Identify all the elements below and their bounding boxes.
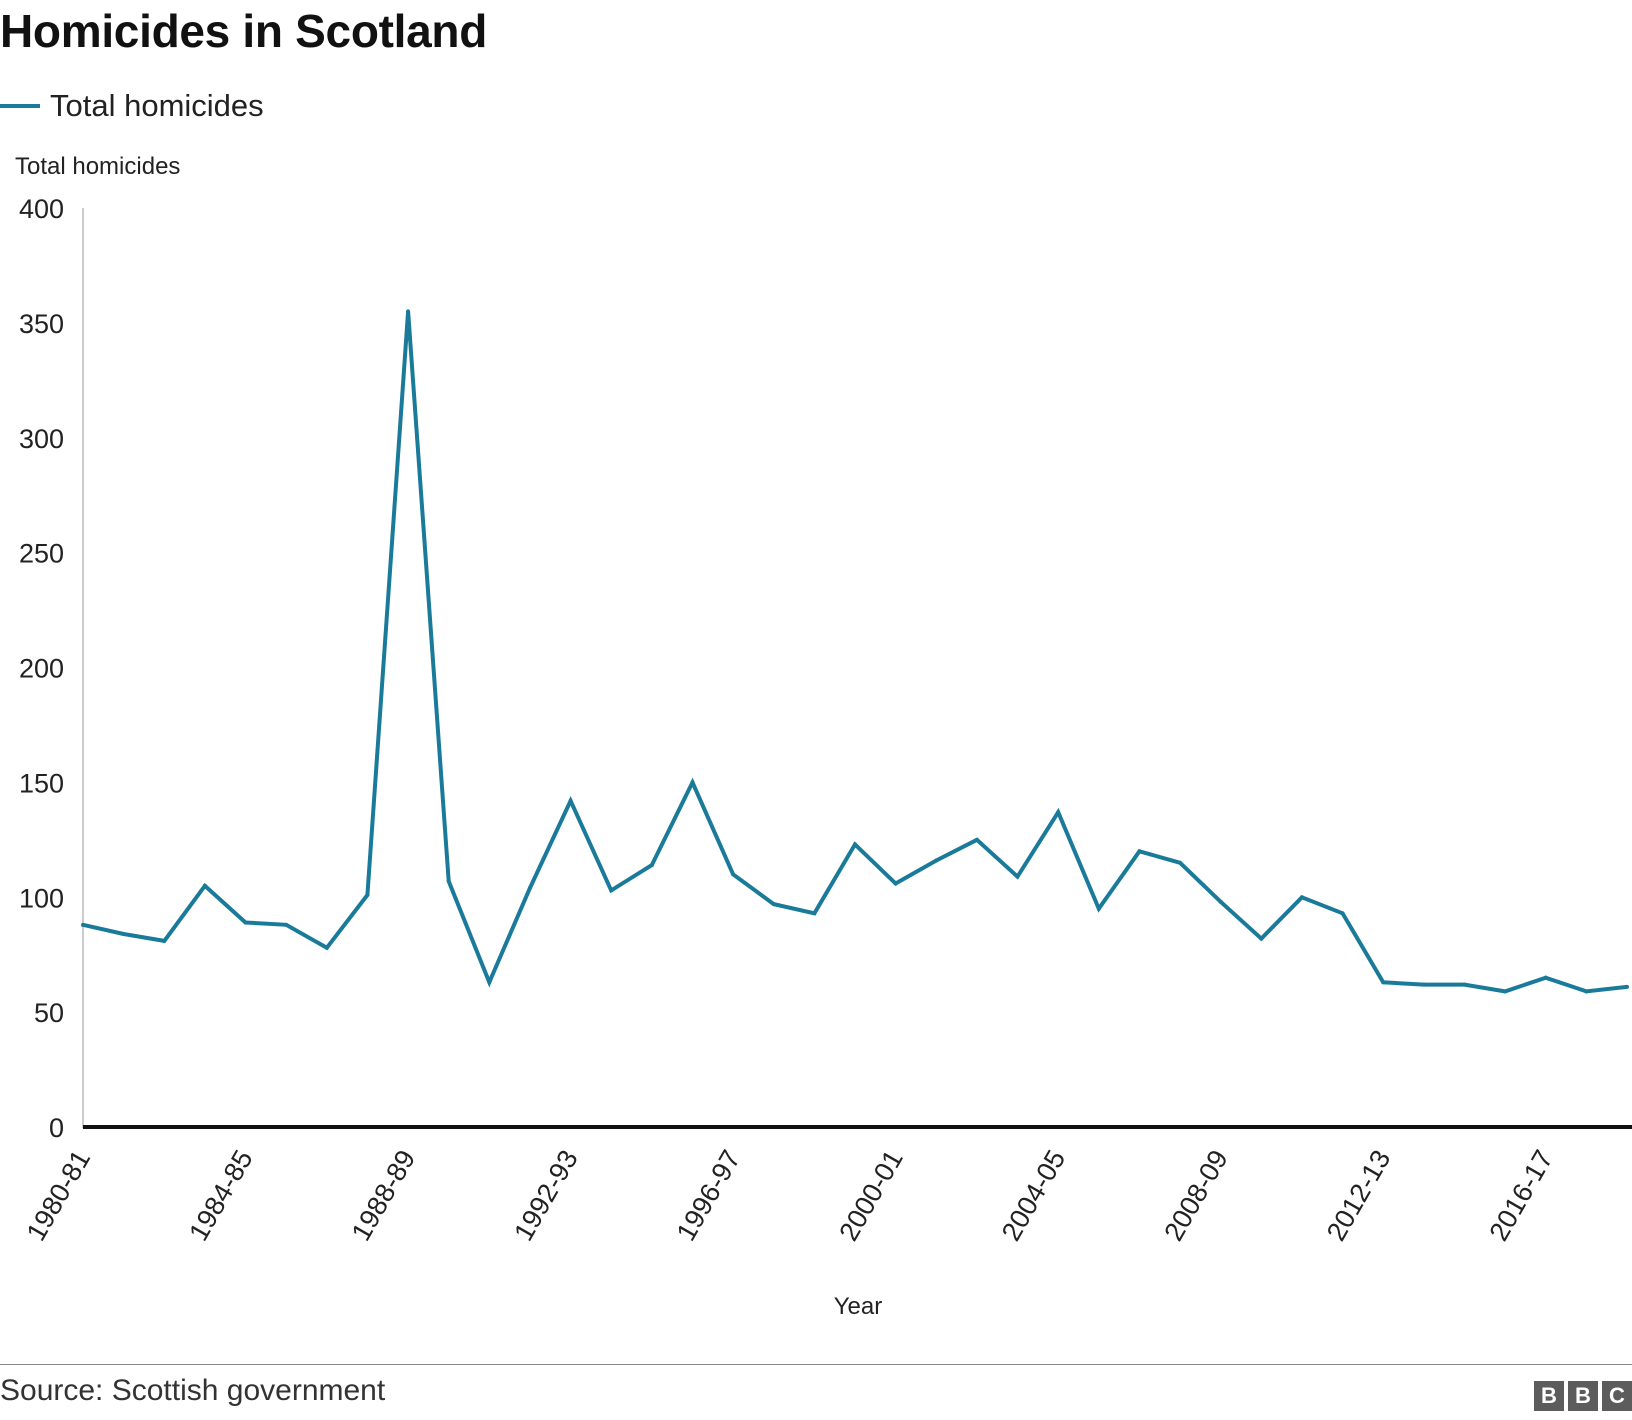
y-tick-label: 400 [19, 194, 64, 224]
x-tick-label: 1996-97 [671, 1145, 747, 1246]
data-point [1340, 911, 1345, 916]
y-tick-label: 250 [19, 539, 64, 569]
data-point [487, 980, 492, 985]
data-point [1096, 906, 1101, 911]
data-point [1137, 849, 1142, 854]
series-line [82, 311, 1628, 994]
x-tick-label: 1988-89 [346, 1145, 422, 1246]
data-point [1421, 982, 1426, 987]
data-point [1503, 989, 1508, 994]
x-tick-label: 2012-13 [1321, 1145, 1397, 1246]
data-point [1015, 874, 1020, 879]
data-point [690, 780, 695, 785]
data-point [609, 888, 614, 893]
data-point [731, 872, 736, 877]
x-ticks: 1980-81 1984-85 1988-89 1992-93 1996-97 2000-… [21, 1145, 1559, 1246]
footer-divider [0, 1364, 1632, 1365]
data-point [1259, 936, 1264, 941]
bbc-logo-letter: B [1534, 1381, 1564, 1411]
x-tick-label: 1984-85 [183, 1145, 259, 1246]
data-point [568, 798, 573, 803]
y-tick-label: 200 [19, 654, 64, 684]
data-point [243, 920, 248, 925]
data-point [324, 945, 329, 950]
x-tick-label: 1992-93 [508, 1145, 584, 1246]
data-point [771, 902, 776, 907]
data-point [284, 922, 289, 927]
data-point [1178, 860, 1183, 865]
y-tick-label: 300 [19, 424, 64, 454]
data-point [1625, 984, 1629, 989]
data-point [162, 938, 167, 943]
data-point [1584, 989, 1589, 994]
y-tick-label: 350 [19, 309, 64, 339]
chart-title: Homicides in Scotland [0, 5, 488, 57]
data-point [1381, 980, 1386, 985]
legend: Total homicides [0, 86, 264, 126]
data-point [406, 309, 411, 314]
data-point [527, 886, 532, 891]
data-point [202, 883, 207, 888]
bbc-logo-letter: C [1602, 1381, 1632, 1411]
legend-swatch [0, 104, 40, 108]
y-tick-label: 0 [49, 1113, 64, 1143]
data-point [1218, 899, 1223, 904]
data-point [1299, 895, 1304, 900]
data-point [893, 881, 898, 886]
x-tick-label: 2016-17 [1483, 1145, 1559, 1246]
x-axis-label: Year [834, 1293, 883, 1320]
data-point [934, 858, 939, 863]
source-note: Source: Scottish government [0, 1374, 386, 1407]
point-layer [81, 309, 1629, 994]
data-point [649, 863, 654, 868]
bbc-logo-letter: B [1568, 1381, 1598, 1411]
data-point [812, 911, 817, 916]
data-point [1462, 982, 1467, 987]
y-axis-label: Total homicides [15, 153, 180, 180]
series-layer [82, 311, 1628, 994]
x-tick-label: 2004-05 [996, 1145, 1072, 1246]
data-point [853, 842, 857, 847]
data-point [1056, 810, 1061, 815]
data-point [81, 922, 85, 927]
y-tick-label: 100 [19, 883, 64, 913]
bbc-logo: B B C [1534, 1381, 1632, 1411]
y-ticks: 0 50 100 150 200 250 300 350 400 [19, 194, 64, 1143]
data-point [974, 837, 979, 842]
line-chart: Total homicides 0 50 100 150 200 250 300 350 400… [15, 153, 1632, 1320]
data-point [446, 879, 451, 884]
x-tick-label: 2008-09 [1158, 1145, 1234, 1246]
data-point [365, 892, 370, 897]
x-tick-label: 2000-01 [833, 1145, 909, 1246]
x-tick-label: 1980-81 [21, 1145, 97, 1246]
data-point [1543, 975, 1548, 980]
legend-label: Total homicides [50, 88, 264, 123]
y-tick-label: 50 [34, 998, 64, 1028]
y-tick-label: 150 [19, 768, 64, 798]
data-point [121, 932, 126, 937]
